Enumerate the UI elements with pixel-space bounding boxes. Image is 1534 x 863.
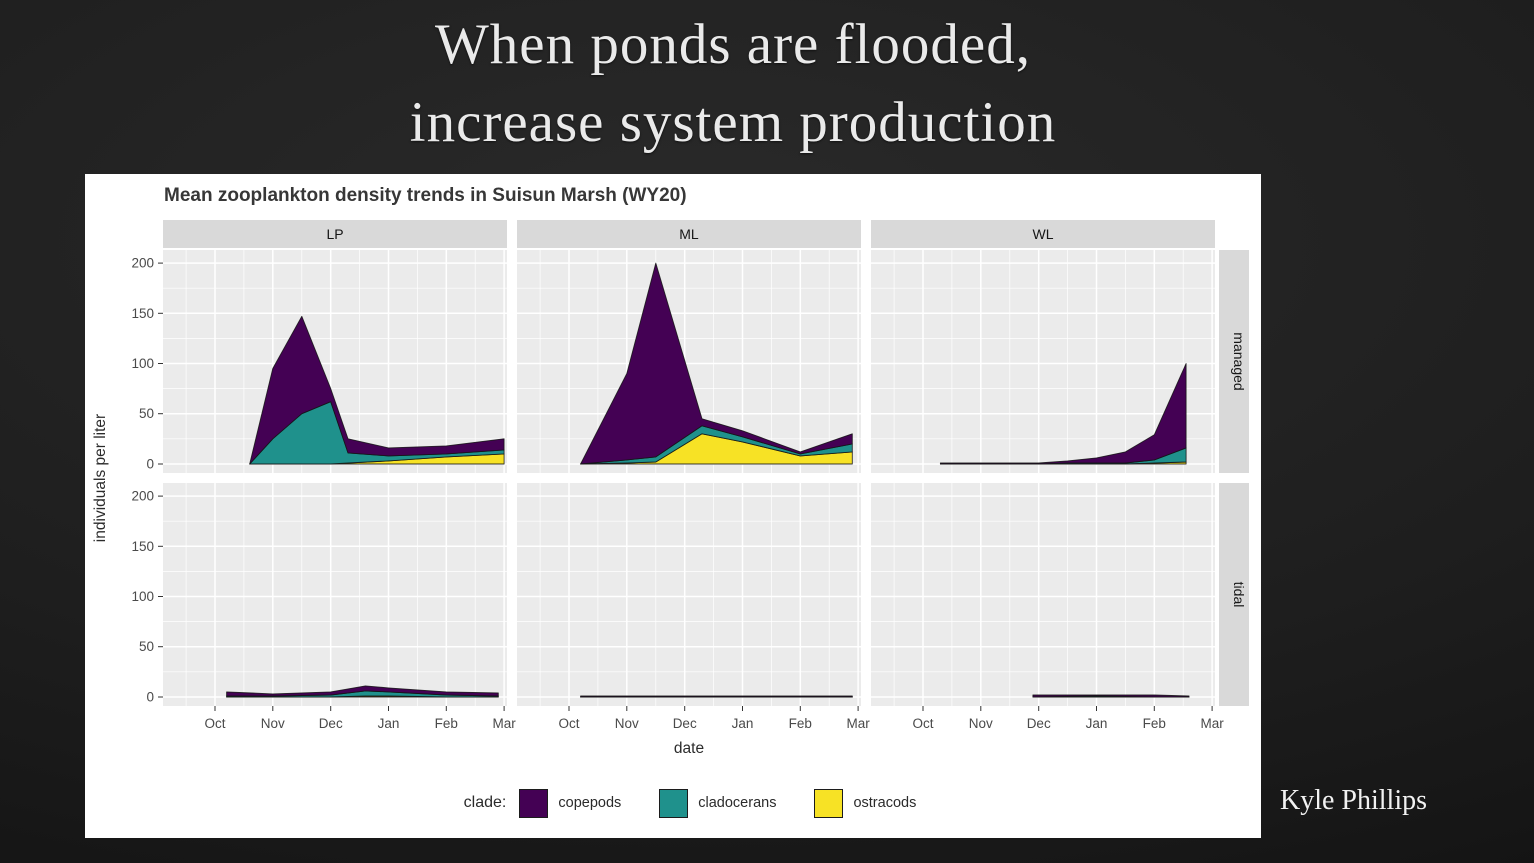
legend-swatch-cladocerans-icon bbox=[659, 788, 689, 818]
svg-text:Mar: Mar bbox=[1200, 716, 1224, 731]
svg-text:100: 100 bbox=[131, 356, 154, 371]
svg-text:tidal: tidal bbox=[1231, 582, 1247, 608]
svg-text:individuals per liter: individuals per liter bbox=[92, 414, 109, 542]
legend-label-copepods: copepods bbox=[558, 795, 622, 811]
svg-text:LP: LP bbox=[326, 226, 343, 242]
svg-text:Feb: Feb bbox=[789, 716, 812, 731]
legend-title: clade: bbox=[463, 794, 507, 811]
svg-text:100: 100 bbox=[131, 589, 154, 604]
svg-text:WL: WL bbox=[1033, 226, 1054, 242]
svg-text:Feb: Feb bbox=[435, 716, 458, 731]
svg-text:Mar: Mar bbox=[846, 716, 870, 731]
slide-title: When ponds are flooded, increase system … bbox=[0, 6, 1466, 162]
svg-text:Nov: Nov bbox=[261, 716, 285, 731]
legend-swatch-ostracods-icon bbox=[814, 788, 844, 818]
svg-text:Jan: Jan bbox=[732, 716, 754, 731]
svg-text:0: 0 bbox=[146, 457, 154, 472]
legend-label-cladocerans: cladocerans bbox=[698, 795, 777, 811]
svg-text:200: 200 bbox=[131, 489, 154, 504]
svg-text:200: 200 bbox=[131, 256, 154, 271]
svg-text:Nov: Nov bbox=[969, 716, 993, 731]
svg-text:Dec: Dec bbox=[319, 716, 343, 731]
svg-text:Feb: Feb bbox=[1143, 716, 1166, 731]
svg-text:Oct: Oct bbox=[558, 716, 579, 731]
svg-text:managed: managed bbox=[1231, 332, 1247, 390]
chart-title: Mean zooplankton density trends in Suisu… bbox=[164, 185, 687, 206]
svg-text:ML: ML bbox=[679, 226, 699, 242]
legend: clade: copepods cladocerans ostracods bbox=[85, 786, 1261, 820]
svg-text:Oct: Oct bbox=[204, 716, 225, 731]
legend-item-cladocerans: cladocerans bbox=[659, 788, 777, 818]
svg-text:date: date bbox=[674, 740, 704, 757]
svg-text:150: 150 bbox=[131, 539, 154, 554]
svg-text:0: 0 bbox=[146, 690, 154, 705]
chart-panel: LP ML WL managed tidal 0 50 100 150 200 0 50 100 150 2… bbox=[85, 174, 1261, 838]
legend-swatch-copepods-icon bbox=[519, 788, 549, 818]
legend-item-copepods: copepods bbox=[519, 788, 622, 818]
facet-area-plot: LP ML WL managed tidal 0 50 100 150 200 0 50 100 150 2… bbox=[92, 220, 1249, 757]
legend-label-ostracods: ostracods bbox=[853, 795, 917, 811]
svg-text:Mar: Mar bbox=[492, 716, 516, 731]
svg-text:Oct: Oct bbox=[912, 716, 933, 731]
svg-text:50: 50 bbox=[139, 406, 154, 421]
svg-text:Jan: Jan bbox=[378, 716, 400, 731]
svg-text:Dec: Dec bbox=[673, 716, 697, 731]
attribution: Kyle Phillips bbox=[1280, 785, 1428, 816]
slide-title-line2: increase system production bbox=[409, 91, 1057, 154]
svg-text:Dec: Dec bbox=[1027, 716, 1051, 731]
legend-item-ostracods: ostracods bbox=[814, 788, 917, 818]
slide-title-line1: When ponds are flooded, bbox=[435, 13, 1031, 76]
svg-text:50: 50 bbox=[139, 639, 154, 654]
svg-text:Nov: Nov bbox=[615, 716, 639, 731]
svg-text:Jan: Jan bbox=[1086, 716, 1108, 731]
svg-text:150: 150 bbox=[131, 306, 154, 321]
